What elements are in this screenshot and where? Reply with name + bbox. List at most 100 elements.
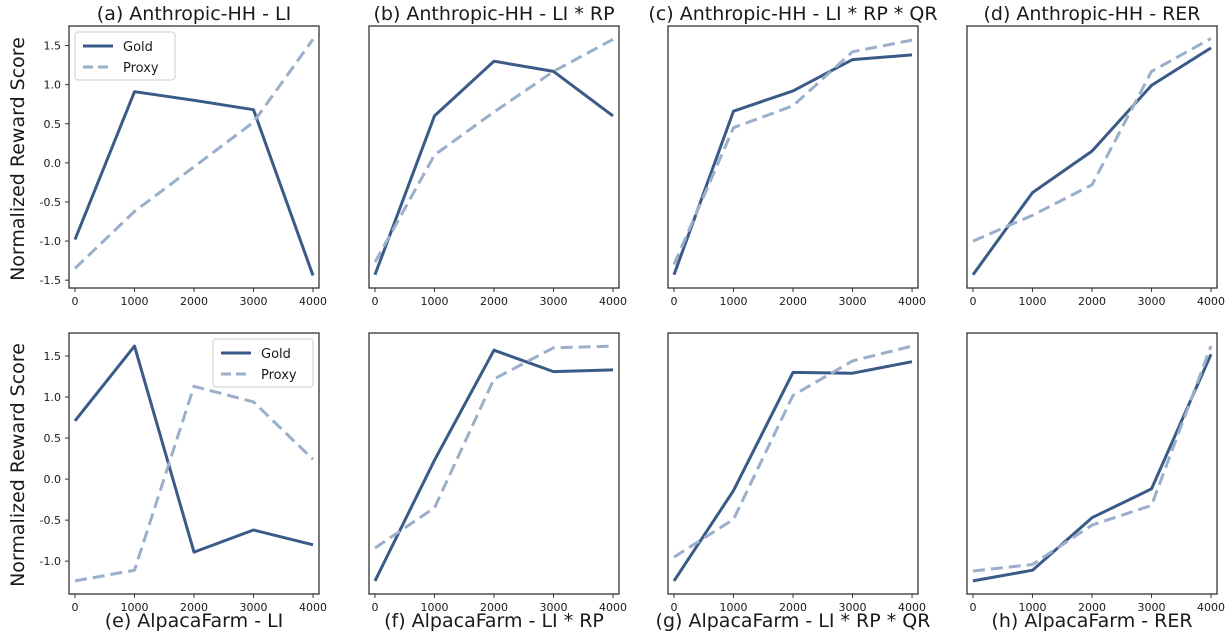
x-tick-label-f-1: 1000 xyxy=(420,601,448,614)
panel-title-d: (d) Anthropic-HH - RER xyxy=(983,3,1200,25)
panel-title-g: (g) AlpacaFarm - LI * RP * QR xyxy=(656,610,931,632)
x-tick-label-h-1: 1000 xyxy=(1018,601,1046,614)
x-tick-label-c-0: 0 xyxy=(670,295,677,308)
x-tick-label-f-4: 4000 xyxy=(599,601,627,614)
panel-title-a: (a) Anthropic-HH - LI xyxy=(97,3,291,25)
series-line-gold-g xyxy=(672,360,913,582)
series-line-gold-b xyxy=(373,59,614,276)
legend-e: Gold Proxy xyxy=(212,338,314,388)
y-tick-label-a-6: -1.5 xyxy=(40,274,61,287)
series-line-gold-a xyxy=(73,90,315,277)
x-tick-label-d-4: 4000 xyxy=(1197,295,1225,308)
plot-frame-g xyxy=(667,332,919,595)
y-tick-label-a-5: -1.0 xyxy=(40,235,61,248)
panel-b: (b) Anthropic-HH - LI * RP 0 1000 2000 3000 4… xyxy=(368,3,627,308)
y-tick-label-e-2: 0.5 xyxy=(44,432,62,445)
series-line-gold-c xyxy=(672,53,913,276)
x-tick-label-g-2: 2000 xyxy=(779,601,807,614)
panel-title-e: (e) AlpacaFarm - LI xyxy=(105,610,284,632)
panel-g: (g) AlpacaFarm - LI * RP * QR0 1000 2000 30… xyxy=(656,332,931,632)
x-tick-label-d-1: 1000 xyxy=(1018,295,1046,308)
legend-a: Gold Proxy xyxy=(74,31,176,81)
series-line-proxy-g xyxy=(673,344,913,559)
x-tick-label-e-2: 2000 xyxy=(180,601,208,614)
panel-h: (h) AlpacaFarm - RER 0 1000 2000 3000 4000 xyxy=(966,332,1225,632)
x-tick-label-e-4: 4000 xyxy=(299,601,327,614)
x-tick-label-a-2: 2000 xyxy=(180,295,208,308)
series-line-proxy-d xyxy=(972,37,1212,243)
x-tick-label-b-4: 4000 xyxy=(599,295,627,308)
series-line-gold-e xyxy=(73,344,314,554)
x-tick-label-d-3: 3000 xyxy=(1138,295,1166,308)
x-tick-label-f-0: 0 xyxy=(371,601,378,614)
x-tick-label-b-0: 0 xyxy=(371,295,378,308)
panel-c: (c) Anthropic-HH - LI * RP * QR 0 1000 2000… xyxy=(648,3,937,308)
series-line-proxy-c xyxy=(672,38,913,266)
panel-title-b: (b) Anthropic-HH - LI * RP xyxy=(373,3,614,25)
series-line-proxy-h xyxy=(972,345,1213,573)
plot-frame-a xyxy=(68,25,320,289)
x-tick-label-d-0: 0 xyxy=(969,295,976,308)
y-tick-label-e-4: -0.5 xyxy=(40,514,61,527)
x-tick-label-e-0: 0 xyxy=(71,601,78,614)
y-tick-label-e-1: 1.0 xyxy=(44,391,62,404)
x-tick-label-g-4: 4000 xyxy=(898,601,926,614)
series-line-proxy-f xyxy=(374,344,614,550)
plot-frame-h xyxy=(966,332,1218,595)
x-tick-label-e-3: 3000 xyxy=(240,601,268,614)
x-tick-label-a-1: 1000 xyxy=(120,295,148,308)
y-tick-label-e-3: 0.0 xyxy=(44,473,62,486)
x-tick-label-f-2: 2000 xyxy=(480,601,508,614)
y-tick-label-a-0: 1.5 xyxy=(44,40,62,53)
y-tick-label-e-5: -1.0 xyxy=(40,555,61,568)
x-tick-label-g-0: 0 xyxy=(670,601,677,614)
x-tick-label-c-2: 2000 xyxy=(779,295,807,308)
x-tick-label-d-2: 2000 xyxy=(1078,295,1106,308)
y-tick-label-e-0: 1.5 xyxy=(44,350,62,363)
legend-label-gold-a: Gold xyxy=(123,40,153,55)
plot-frame-d xyxy=(966,25,1218,289)
legend-label-gold-e: Gold xyxy=(261,347,291,362)
x-tick-label-b-1: 1000 xyxy=(420,295,448,308)
panel-title-h: (h) AlpacaFarm - RER xyxy=(991,610,1192,632)
series-line-gold-d xyxy=(971,46,1212,276)
series-line-proxy-a xyxy=(73,38,315,270)
x-tick-label-h-2: 2000 xyxy=(1078,601,1106,614)
y-tick-label-a-2: 0.5 xyxy=(44,118,62,131)
y-tick-label-a-3: 0.0 xyxy=(44,157,62,170)
x-tick-label-e-1: 1000 xyxy=(120,601,148,614)
panel-title-c: (c) Anthropic-HH - LI * RP * QR xyxy=(648,3,937,25)
panel-f: (f) AlpacaFarm - LI * RP 0 1000 2000 3000 400… xyxy=(368,332,627,632)
plot-frame-e xyxy=(68,332,320,595)
legend-label-proxy-a: Proxy xyxy=(123,61,159,76)
panels-group: (a) Anthropic-HH - LI 0 1000 2000 3000 4000 1.… xyxy=(40,3,1226,632)
x-tick-label-c-1: 1000 xyxy=(719,295,747,308)
x-tick-label-f-3: 3000 xyxy=(540,601,568,614)
y-axis-label-top: Normalized Reward Score xyxy=(7,37,29,281)
legend-label-proxy-e: Proxy xyxy=(261,368,297,383)
x-tick-label-b-2: 2000 xyxy=(480,295,508,308)
x-tick-label-a-0: 0 xyxy=(71,295,78,308)
x-tick-label-g-1: 1000 xyxy=(719,601,747,614)
y-tick-label-a-1: 1.0 xyxy=(44,79,62,92)
panel-a: (a) Anthropic-HH - LI 0 1000 2000 3000 4000 1.… xyxy=(40,3,328,308)
panel-d: (d) Anthropic-HH - RER 0 1000 2000 3000 4000 xyxy=(966,3,1225,308)
y-axis-label-bottom: Normalized Reward Score xyxy=(7,343,29,587)
panel-e: (e) AlpacaFarm - LI 0 1000 2000 3000 4000 1.5 1… xyxy=(40,332,327,632)
x-tick-label-h-0: 0 xyxy=(969,601,976,614)
series-line-proxy-b xyxy=(373,37,614,263)
plot-frame-b xyxy=(368,25,620,289)
x-tick-label-c-3: 3000 xyxy=(839,295,867,308)
plot-frame-c xyxy=(667,25,919,289)
plot-frame-f xyxy=(368,332,620,595)
series-line-proxy-e xyxy=(74,384,315,583)
x-tick-label-g-3: 3000 xyxy=(839,601,867,614)
y-tick-label-a-4: -0.5 xyxy=(40,196,61,209)
series-line-gold-h xyxy=(972,353,1213,583)
x-tick-label-c-4: 4000 xyxy=(898,295,926,308)
x-tick-label-b-3: 3000 xyxy=(540,295,568,308)
x-tick-label-h-3: 3000 xyxy=(1138,601,1166,614)
x-tick-label-h-4: 4000 xyxy=(1197,601,1225,614)
panel-title-f: (f) AlpacaFarm - LI * RP xyxy=(384,610,604,632)
